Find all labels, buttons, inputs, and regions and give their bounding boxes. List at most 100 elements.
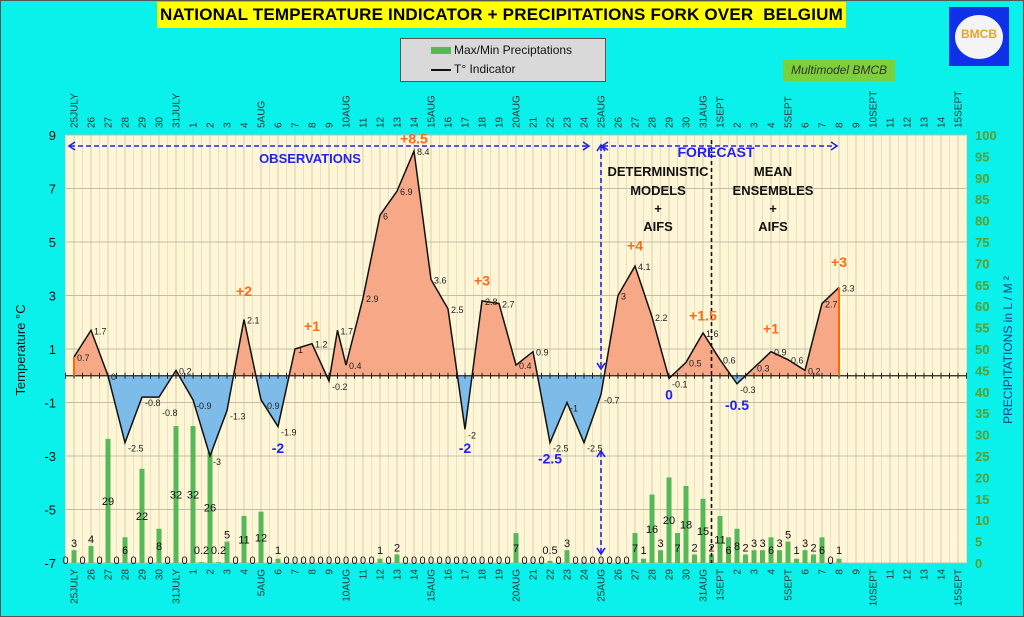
precip-value-label: 15	[697, 526, 709, 538]
right-axis-tick-label: 100	[975, 128, 997, 143]
observations-arrowheads	[67, 141, 591, 151]
left-axis-tick-label: -5	[44, 503, 56, 518]
precip-value-label: 6	[819, 545, 825, 557]
precip-value-label: 0	[317, 555, 323, 567]
bottom-x-tick-label: 22	[546, 569, 557, 581]
right-axis-tick-label: 80	[975, 214, 989, 229]
precip-bar	[122, 537, 128, 563]
precip-value-label: 0	[445, 555, 451, 567]
bottom-x-tick-label: 17	[461, 569, 472, 581]
precip-bar	[224, 541, 230, 563]
precip-value-label: 0	[300, 555, 306, 567]
positive-anomaly-area	[74, 151, 839, 376]
top-x-tick-label: 28	[121, 116, 132, 128]
bottom-x-tick-label: 1	[189, 569, 200, 575]
ensembles-line-3: +	[769, 201, 777, 216]
precip-value-label: 11	[238, 534, 249, 546]
bottom-x-tick-label: 6	[801, 569, 812, 575]
precip-bar	[819, 537, 825, 563]
precip-value-label: 0	[462, 555, 468, 567]
top-x-tick-label: 15AUG	[427, 95, 438, 128]
top-x-tick-label: 4	[240, 122, 251, 128]
top-x-tick-label: 17	[461, 116, 472, 128]
transition-arrowheads-upper	[596, 143, 606, 371]
bottom-x-tick-label: 27	[631, 569, 642, 581]
top-x-tick-label: 8	[308, 122, 319, 128]
precip-bar	[649, 494, 655, 563]
anomaly-label: +1.5	[689, 307, 717, 323]
bottom-x-tick-label: 11	[886, 569, 897, 580]
bottom-x-tick-label: 14	[937, 569, 948, 581]
precip-bar	[811, 554, 816, 563]
precip-bar	[377, 558, 383, 563]
precip-value-label: 20	[663, 515, 675, 527]
right-axis-tick-label: 25	[975, 449, 989, 464]
precip-value-label: 0	[428, 555, 434, 567]
bottom-x-tick-label: 16	[444, 569, 455, 581]
temperature-value-label: -0.9	[196, 401, 212, 411]
temperature-value-label: 0.9	[536, 348, 549, 358]
anomaly-label: -2	[459, 440, 472, 456]
precip-bar	[734, 528, 740, 563]
deterministic-line-4: AIFS	[643, 219, 673, 234]
logo-text: BMCB	[961, 27, 997, 41]
temperature-value-label: -0.8	[145, 398, 161, 408]
precip-value-label: 0	[343, 555, 349, 567]
precip-bar	[199, 562, 204, 563]
legend-item-temp: T° Indicator	[431, 61, 516, 77]
temperature-value-label: 3.3	[842, 283, 855, 293]
precip-bar	[802, 550, 808, 563]
right-axis-tick-label: 20	[975, 470, 989, 485]
top-x-tick-label: 5SEPT	[784, 96, 795, 128]
top-x-tick-label: 19	[495, 116, 506, 128]
precip-value-label: 0.2	[194, 545, 209, 557]
precip-value-label: 1	[793, 545, 799, 557]
temperature-value-label: 1.2	[315, 340, 328, 350]
temperature-value-label: 8.4	[417, 147, 430, 157]
temperature-value-label: 0.3	[757, 364, 770, 374]
precip-value-label: 0	[487, 555, 493, 567]
precip-value-label: 1	[640, 545, 646, 557]
precip-value-label: 12	[255, 532, 267, 544]
deterministic-line-1: DETERMINISTIC	[607, 164, 709, 179]
top-x-tick-label: 2	[206, 122, 217, 128]
precip-value-label: 3	[564, 538, 570, 550]
top-x-tick-label: 25JULY	[70, 93, 81, 128]
top-x-tick-label: 12	[903, 116, 914, 128]
top-x-tick-label: 30	[682, 116, 693, 128]
bottom-x-tick-label: 28	[648, 569, 659, 581]
temperature-value-label: 0	[111, 372, 116, 382]
temperature-value-label: 4.1	[638, 262, 651, 272]
precip-bar	[726, 537, 731, 563]
right-axis-tick-label: 15	[975, 492, 989, 507]
precip-bar	[683, 485, 689, 563]
temperature-value-label: 0.6	[723, 356, 736, 366]
precip-value-label: 3	[751, 538, 757, 550]
anomaly-label: +3	[831, 254, 847, 270]
precip-value-label: 7	[674, 543, 680, 555]
top-x-tick-label: 28	[648, 116, 659, 128]
bottom-x-tick-label: 7	[818, 569, 829, 575]
precip-bar	[836, 558, 842, 563]
ensembles-line-1: MEAN	[754, 164, 792, 179]
legend: Max/Min Preciptations T° Indicator	[400, 38, 606, 82]
top-x-tick-label: 27	[631, 116, 642, 128]
top-x-tick-label: 26	[87, 116, 98, 128]
bottom-x-tick-label: 30	[155, 569, 166, 581]
precip-bar	[156, 528, 162, 563]
bottom-x-tick-label: 5SEPT	[784, 569, 795, 601]
top-x-tick-label: 15SEPT	[954, 91, 965, 128]
bottom-x-tick-label: 2	[733, 569, 744, 575]
temperature-value-label: -1.9	[281, 428, 297, 438]
bottom-x-tick-label: 10AUG	[342, 569, 353, 602]
precip-value-label: 11	[714, 534, 725, 546]
bottom-x-tick-label: 21	[529, 569, 540, 581]
anomaly-label: -2	[272, 440, 285, 456]
top-x-tick-label: 31AUG	[699, 95, 710, 128]
top-x-tick-label: 8	[835, 122, 846, 128]
top-x-tick-label: 7	[291, 122, 302, 128]
right-axis-tick-label: 35	[975, 406, 989, 421]
precip-value-label: 0	[334, 555, 340, 567]
right-axis-tick-label: 70	[975, 256, 989, 271]
bottom-x-tick-label: 25JULY	[70, 569, 81, 604]
